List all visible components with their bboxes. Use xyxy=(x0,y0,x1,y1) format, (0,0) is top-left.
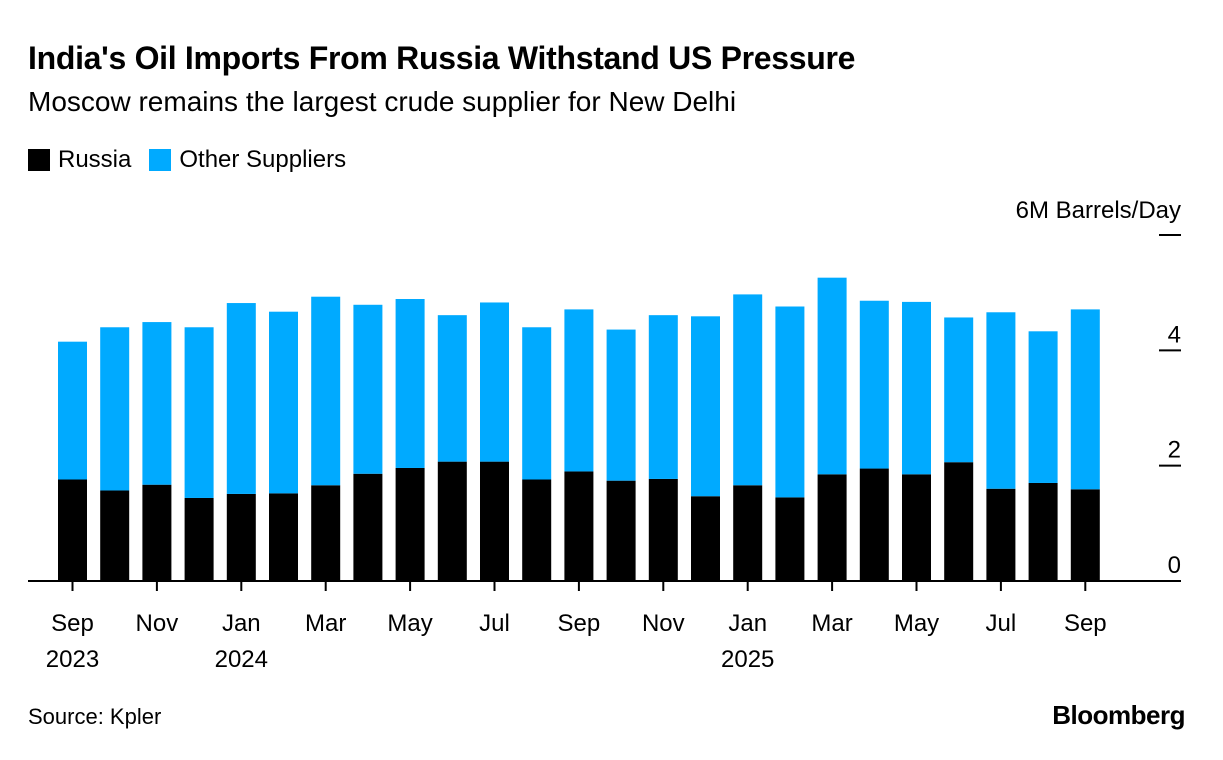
bar-other-2024-03 xyxy=(311,296,341,486)
bar-other-2023-11 xyxy=(142,322,172,485)
bar-other-2023-10 xyxy=(100,327,130,491)
bar-other-2025-06 xyxy=(944,317,974,463)
x-tick-label-month-2024-11: Nov xyxy=(642,610,685,637)
bar-other-2025-04 xyxy=(859,300,889,469)
x-tick-label-month-2025-07: Jul xyxy=(986,610,1017,637)
x-tick-label-month-2023-09: Sep xyxy=(51,610,94,637)
bar-other-2024-06 xyxy=(437,315,467,462)
bar-other-2025-02 xyxy=(775,306,805,498)
bar-other-2025-09 xyxy=(1070,309,1100,490)
bar-other-2023-12 xyxy=(184,327,214,498)
bar-russia-2024-01 xyxy=(226,493,256,581)
bar-russia-2024-12 xyxy=(691,496,720,581)
bar-russia-2023-10 xyxy=(100,490,130,581)
bar-other-2025-05 xyxy=(902,301,931,475)
legend-label-other: Other Suppliers xyxy=(179,146,347,173)
bar-other-2023-09 xyxy=(58,341,87,480)
bar-other-2024-11 xyxy=(648,315,678,479)
x-tick-label-month-2025-09: Sep xyxy=(1064,610,1107,637)
x-tick-label-month-2023-11: Nov xyxy=(136,610,179,637)
bar-other-2024-01 xyxy=(226,303,256,494)
bar-russia-2024-10 xyxy=(606,480,636,581)
bar-other-2024-07 xyxy=(480,302,509,462)
bar-russia-2024-02 xyxy=(269,493,298,581)
bar-other-2024-08 xyxy=(522,327,552,480)
bar-russia-2024-03 xyxy=(311,485,341,581)
bar-other-2024-02 xyxy=(269,311,298,494)
bar-other-2024-05 xyxy=(395,299,425,468)
bar-russia-2025-07 xyxy=(986,488,1016,581)
bar-russia-2023-11 xyxy=(142,484,172,581)
bar-russia-2025-05 xyxy=(902,474,931,581)
x-tick-label-month-2024-03: Mar xyxy=(305,610,346,637)
bar-russia-2025-01 xyxy=(733,485,763,581)
bar-other-2025-07 xyxy=(986,312,1016,489)
legend: Russia Other Suppliers xyxy=(28,146,364,174)
bar-other-2025-03 xyxy=(817,277,847,475)
bar-other-2024-12 xyxy=(691,316,720,497)
x-tick-label-month-2024-07: Jul xyxy=(479,610,510,637)
bar-russia-2024-06 xyxy=(437,461,467,581)
x-tick-label-month-2025-05: May xyxy=(894,610,939,637)
x-tick-label-year-2025: 2025 xyxy=(721,646,774,673)
bloomberg-logo: Bloomberg xyxy=(1052,700,1185,730)
legend-item-russia: Russia xyxy=(28,146,131,174)
legend-swatch-russia xyxy=(28,149,50,171)
bar-russia-2024-08 xyxy=(522,479,552,581)
bar-russia-2025-06 xyxy=(944,462,974,581)
x-tick-label-month-2025-01: Jan xyxy=(728,610,767,637)
chart-title: India's Oil Imports From Russia Withstan… xyxy=(28,40,856,76)
bar-other-2024-09 xyxy=(564,309,594,472)
source-note: Source: Kpler xyxy=(28,704,162,729)
bar-other-2025-08 xyxy=(1028,331,1058,483)
x-tick-label-month-2024-01: Jan xyxy=(222,610,261,637)
bar-russia-2025-03 xyxy=(817,474,847,581)
bar-russia-2023-09 xyxy=(58,479,87,581)
bar-russia-2025-02 xyxy=(775,497,805,581)
legend-label-russia: Russia xyxy=(58,146,132,173)
bar-russia-2024-09 xyxy=(564,471,594,581)
bar-other-2024-04 xyxy=(353,304,383,474)
x-tick-label-month-2024-09: Sep xyxy=(558,610,601,637)
bar-other-2024-10 xyxy=(606,329,636,481)
legend-swatch-other xyxy=(149,149,172,171)
bar-russia-2023-12 xyxy=(184,497,214,581)
x-tick-label-month-2024-05: May xyxy=(387,610,432,637)
chart-subtitle: Moscow remains the largest crude supplie… xyxy=(28,86,737,117)
bar-russia-2024-04 xyxy=(353,473,383,581)
stacked-bar-chart: 6M Barrels/Day 0 2 4 Sep 2023 Nov Jan 2024 Mar Ma… xyxy=(28,197,1181,673)
y-axis-label: 6M Barrels/Day xyxy=(1016,197,1181,224)
bar-russia-2025-04 xyxy=(859,468,889,581)
bar-russia-2024-05 xyxy=(395,467,425,581)
x-tick-label-month-2025-03: Mar xyxy=(811,610,852,637)
x-tick-label-year-2024: 2024 xyxy=(215,646,268,673)
y-tick-label-0: 0 xyxy=(1168,552,1181,579)
bar-russia-2025-09 xyxy=(1070,489,1100,581)
legend-item-other: Other Suppliers xyxy=(149,146,346,174)
bar-other-2025-01 xyxy=(733,294,763,486)
bar-russia-2024-07 xyxy=(480,461,509,581)
y-tick-label-4: 4 xyxy=(1168,321,1181,348)
bar-russia-2024-11 xyxy=(648,478,678,581)
y-tick-label-2: 2 xyxy=(1168,437,1181,464)
bar-russia-2025-08 xyxy=(1028,482,1058,581)
x-tick-label-year-2023: 2023 xyxy=(46,646,99,673)
